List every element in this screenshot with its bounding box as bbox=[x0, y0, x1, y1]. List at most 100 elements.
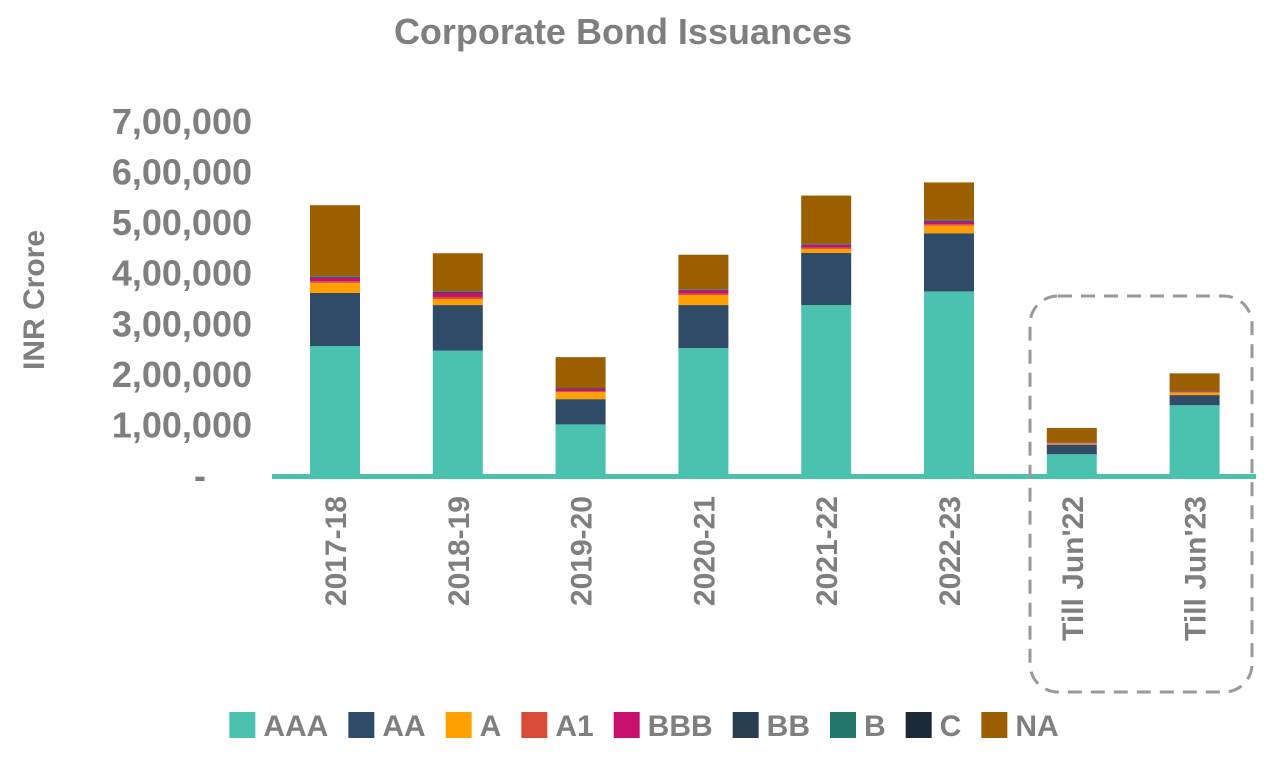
bar-segment-bb bbox=[801, 244, 852, 245]
legend-item-a: A bbox=[445, 710, 501, 743]
legend-item-na: NA bbox=[981, 710, 1059, 743]
y-tick-label: 4,00,000 bbox=[112, 253, 252, 294]
bar-segment-aa bbox=[310, 292, 360, 347]
y-tick-label: 2,00,000 bbox=[112, 354, 252, 395]
bar-segment-b bbox=[310, 276, 360, 277]
legend-label: A1 bbox=[555, 710, 593, 743]
bar-segment-bb bbox=[678, 289, 729, 291]
legend-label: BBB bbox=[648, 710, 713, 743]
bar-stack bbox=[801, 195, 852, 476]
bar-segment-bbb bbox=[310, 277, 360, 282]
y-tick-label: 3,00,000 bbox=[112, 303, 252, 344]
bar-segment-a bbox=[801, 248, 852, 253]
bar-segment-bb bbox=[924, 220, 974, 222]
bar-segment-bbb bbox=[924, 221, 974, 225]
bar-segment-na bbox=[432, 253, 483, 292]
bar-segment-bbb bbox=[1046, 442, 1097, 444]
bar-segment-a bbox=[555, 392, 606, 400]
y-tick-label: 7,00,000 bbox=[112, 101, 252, 142]
x-category-label: 2019-20 bbox=[566, 496, 599, 606]
bar-segment-bbb bbox=[555, 389, 606, 392]
y-axis-ticks: - 1,00,000 2,00,000 3,00,000 4,00,000 5,00,00… bbox=[112, 101, 252, 496]
legend-label: C bbox=[940, 710, 962, 743]
bar-segment-aaa bbox=[924, 291, 974, 476]
legend-label: AAA bbox=[263, 710, 328, 743]
bar-segment-aaa bbox=[555, 424, 606, 476]
legend-item-aaa: AAA bbox=[229, 710, 328, 743]
bar-segment-a1 bbox=[432, 296, 483, 299]
y-tick-label: - bbox=[194, 455, 206, 496]
bar-segment-b bbox=[432, 291, 483, 292]
legend-label: BB bbox=[767, 710, 810, 743]
x-category-label: Till Jun'23 bbox=[1180, 496, 1213, 641]
bar-stack bbox=[924, 182, 974, 476]
bar-segment-a bbox=[678, 294, 729, 306]
x-axis-line bbox=[272, 474, 1256, 479]
bar-segment-na bbox=[801, 195, 852, 244]
bar-segment-aa bbox=[1046, 444, 1097, 455]
bars bbox=[310, 182, 1220, 476]
legend-swatch bbox=[613, 712, 640, 738]
bar-segment-b bbox=[924, 220, 974, 221]
chart-title: Corporate Bond Issuances bbox=[394, 11, 852, 52]
bar-segment-aaa bbox=[310, 346, 360, 476]
legend-swatch bbox=[348, 712, 375, 738]
legend-swatch bbox=[732, 712, 759, 738]
bar-segment-bb bbox=[432, 291, 483, 293]
legend-label: B bbox=[864, 710, 886, 743]
legend-item-aa: AA bbox=[348, 710, 426, 743]
bar-segment-a bbox=[432, 299, 483, 306]
legend-item-bb: BB bbox=[732, 710, 810, 743]
bar-stack bbox=[555, 357, 606, 476]
legend-label: NA bbox=[1015, 710, 1058, 743]
legend-swatch bbox=[229, 712, 256, 738]
bar-segment-bbb bbox=[432, 292, 483, 297]
bar-segment-a1 bbox=[310, 281, 360, 283]
bar-stack bbox=[1169, 373, 1220, 476]
legend-item-c: C bbox=[905, 710, 962, 743]
x-category-label: 2018-19 bbox=[443, 496, 476, 606]
bar-stack bbox=[678, 254, 729, 476]
y-tick-label: 6,00,000 bbox=[112, 152, 252, 193]
bar-segment-b bbox=[801, 243, 852, 245]
bar-segment-a bbox=[310, 282, 360, 293]
bar-segment-aaa bbox=[1046, 454, 1097, 476]
bar-segment-a1 bbox=[924, 224, 974, 226]
legend-swatch bbox=[521, 712, 548, 738]
bar-stack bbox=[1046, 427, 1097, 476]
bar-segment-a1 bbox=[678, 293, 729, 295]
legend-swatch bbox=[905, 712, 932, 738]
x-category-label: 2021-22 bbox=[811, 496, 844, 606]
bar-segment-a1 bbox=[1046, 443, 1097, 444]
x-category-label: 2017-18 bbox=[320, 496, 353, 606]
legend-swatch bbox=[445, 712, 472, 738]
y-axis-label: INR Crore bbox=[18, 230, 51, 370]
bar-segment-a1 bbox=[1169, 392, 1220, 393]
bar-segment-bb bbox=[310, 276, 360, 278]
bar-segment-aaa bbox=[1169, 405, 1220, 476]
bar-segment-aaa bbox=[801, 305, 852, 476]
bar-segment-bbb bbox=[1169, 391, 1220, 393]
y-tick-label: 5,00,000 bbox=[112, 202, 252, 243]
bar-segment-a1 bbox=[801, 247, 852, 249]
legend-item-a1: A1 bbox=[521, 710, 594, 743]
y-tick-label: 1,00,000 bbox=[112, 404, 252, 445]
bar-stack bbox=[310, 205, 360, 476]
highlight-dashed-box bbox=[1028, 294, 1254, 694]
bar-segment-aa bbox=[1169, 395, 1220, 406]
bar-segment-na bbox=[1169, 373, 1220, 392]
bar-segment-a bbox=[924, 225, 974, 234]
bar-segment-na bbox=[1046, 427, 1097, 443]
x-category-label: 2020-21 bbox=[688, 496, 721, 606]
bar-segment-a1 bbox=[555, 391, 606, 393]
bar-segment-na bbox=[924, 182, 974, 220]
bar-segment-bb bbox=[555, 388, 606, 390]
bar-segment-na bbox=[678, 254, 729, 290]
bar-segment-a bbox=[1046, 443, 1097, 445]
legend-item-bbb: BBB bbox=[613, 710, 713, 743]
bar-segment-aaa bbox=[432, 350, 483, 476]
bar-segment-aa bbox=[555, 399, 606, 425]
bar-segment-bbb bbox=[678, 290, 729, 294]
bar-segment-aa bbox=[432, 305, 483, 351]
